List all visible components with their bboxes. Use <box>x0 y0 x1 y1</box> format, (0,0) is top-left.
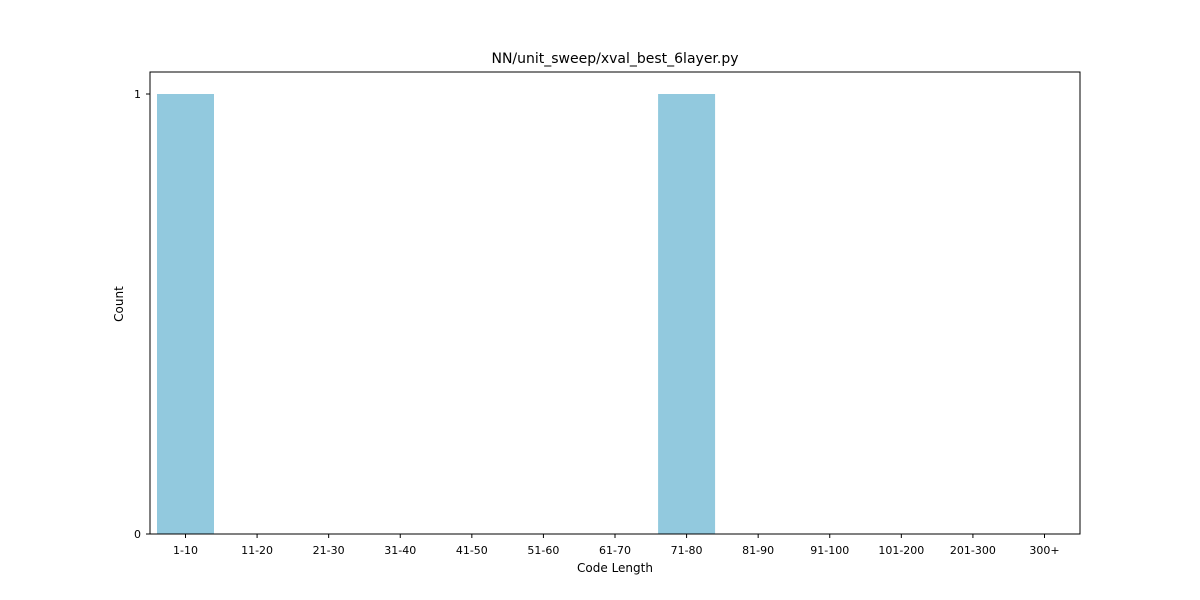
y-axis-label: Count <box>112 286 126 322</box>
y-tick-label: 0 <box>134 528 141 541</box>
x-axis-label: Code Length <box>577 561 653 575</box>
x-tick-label: 81-90 <box>742 544 774 557</box>
x-tick-label: 11-20 <box>241 544 273 557</box>
bars-group <box>157 94 716 534</box>
x-tick-label: 201-300 <box>950 544 996 557</box>
x-tick-label: 51-60 <box>527 544 559 557</box>
x-tick-label: 300+ <box>1029 544 1059 557</box>
bar-1-10 <box>157 94 214 534</box>
x-tick-label: 71-80 <box>671 544 703 557</box>
y-axis-ticks: 01 <box>134 88 150 541</box>
x-tick-label: 101-200 <box>878 544 924 557</box>
x-tick-label: 1-10 <box>173 544 198 557</box>
x-tick-label: 21-30 <box>313 544 345 557</box>
chart-title: NN/unit_sweep/xval_best_6layer.py <box>491 51 738 67</box>
plot-frame <box>149 71 1081 535</box>
x-tick-label: 91-100 <box>810 544 849 557</box>
x-tick-label: 31-40 <box>384 544 416 557</box>
y-tick-label: 1 <box>134 88 141 101</box>
bar-71-80 <box>658 94 716 534</box>
x-axis-ticks: 1-10 11-20 21-30 31-40 41-50 51-60 61-70 71-80 8… <box>173 534 1060 557</box>
x-tick-label: 41-50 <box>456 544 488 557</box>
x-tick-label: 61-70 <box>599 544 631 557</box>
